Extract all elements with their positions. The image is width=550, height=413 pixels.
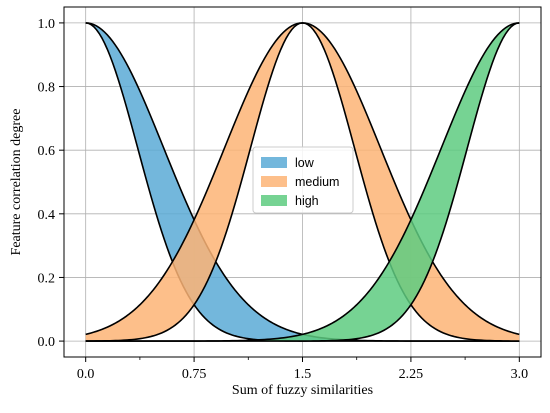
x-tick-label: 2.25 — [399, 367, 424, 382]
legend-label-low: low — [295, 156, 315, 170]
lower-curve-high — [85, 22, 520, 342]
x-tick-label: 1.5 — [294, 367, 312, 382]
y-tick-label: 0.8 — [38, 81, 56, 96]
x-tick-label: 0.0 — [77, 367, 95, 382]
y-tick-label: 0.0 — [38, 335, 56, 350]
lower-curve-medium — [85, 22, 520, 342]
legend-swatch-high — [261, 195, 287, 206]
x-tick-label: 0.75 — [182, 367, 207, 382]
x-tick-label: 3.0 — [511, 367, 529, 382]
band-area-high — [85, 22, 520, 342]
legend-swatch-medium — [261, 176, 287, 187]
y-tick-label: 0.2 — [38, 271, 56, 286]
tick-layer: 0.0 0.75 1.5 2.25 3.0 0.0 0.2 0.4 0.6 0.8 1.0 — [38, 17, 529, 382]
legend: low medium high — [252, 146, 354, 214]
series-layer — [85, 22, 520, 342]
legend-label-medium: medium — [295, 175, 339, 189]
legend-swatch-low — [261, 157, 287, 168]
y-tick-label: 0.6 — [38, 144, 56, 159]
y-axis-label: Feature correlation degree — [9, 109, 24, 256]
y-tick-label: 1.0 — [38, 17, 56, 32]
legend-label-high: high — [295, 194, 319, 208]
x-axis-label: Sum of fuzzy similarities — [232, 383, 373, 398]
y-tick-label: 0.4 — [38, 208, 56, 223]
